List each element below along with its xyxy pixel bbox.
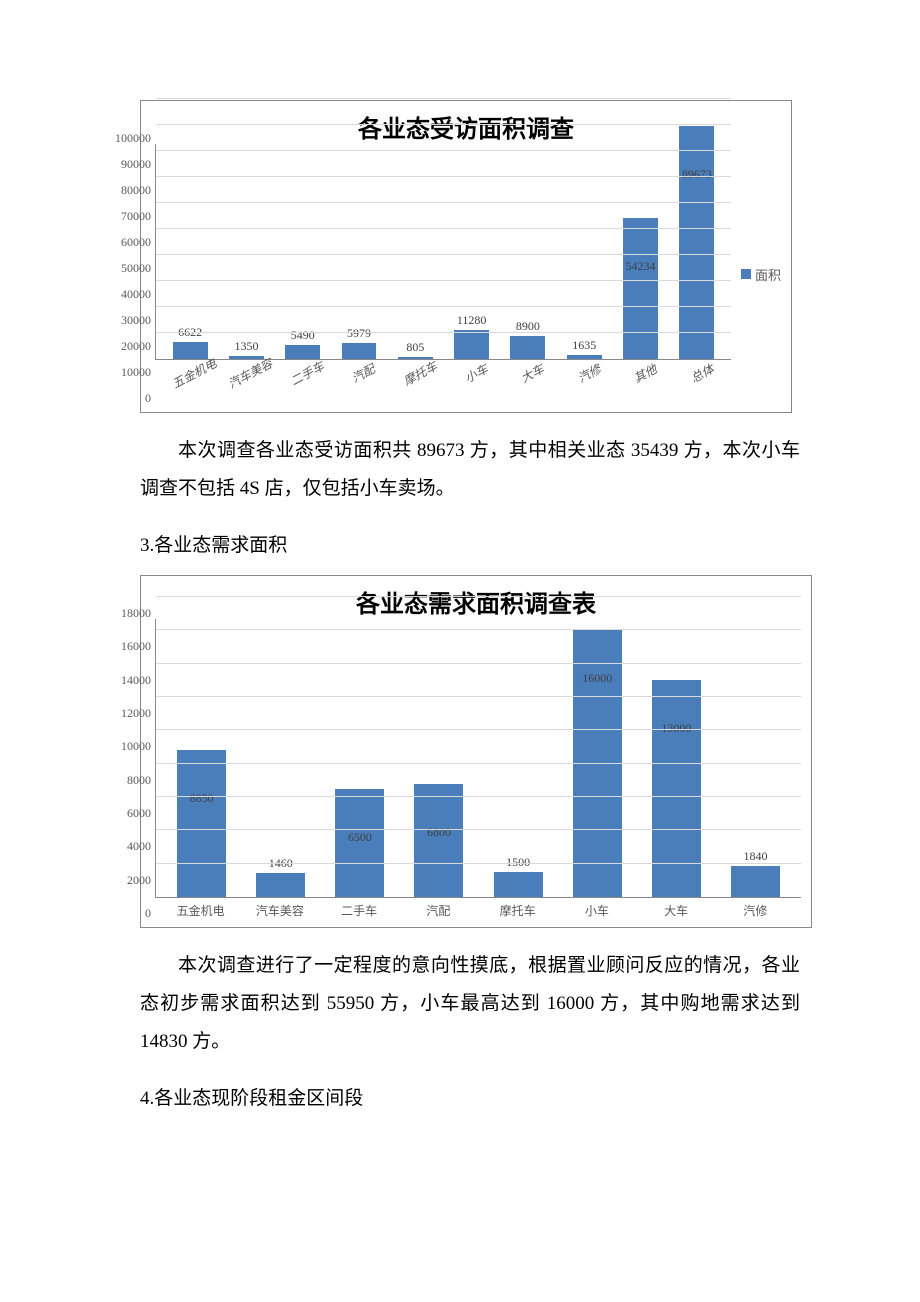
- x-axis-label: 二手车: [320, 902, 399, 919]
- x-axis-label: 汽修: [716, 902, 795, 919]
- chart1-plot-area: 6622135054905979805112808900163554234896…: [155, 144, 731, 360]
- x-axis-label: 汽车美容: [240, 902, 319, 919]
- bar: [494, 872, 543, 897]
- x-axis-label: 大车: [637, 902, 716, 919]
- bar: [623, 218, 658, 359]
- chart2-x-axis: 五金机电汽车美容二手车汽配摩托车小车大车汽修: [155, 898, 801, 919]
- heading-3: 3.各业态需求面积: [140, 527, 800, 565]
- bar: [652, 680, 701, 897]
- legend-label: 面积: [755, 265, 781, 284]
- chart2-title: 各业态需求面积调查表: [151, 584, 801, 619]
- bar-column: 16000: [558, 630, 637, 897]
- bar: [454, 330, 489, 359]
- bar-column: 89673: [669, 126, 725, 359]
- bar-value-label: 8850: [190, 791, 214, 806]
- x-axis-label: 五金机电: [161, 902, 240, 919]
- bar: [573, 630, 622, 897]
- bar-value-label: 805: [406, 340, 424, 355]
- legend-swatch: [741, 269, 751, 279]
- paragraph-2: 本次调查进行了一定程度的意向性摸底，根据置业顾问反应的情况，各业态初步需求面积达…: [140, 947, 800, 1061]
- bar-column: 6500: [320, 789, 399, 897]
- bar: [731, 866, 780, 897]
- heading-4: 4.各业态现阶段租金区间段: [140, 1080, 800, 1118]
- bar: [510, 336, 545, 359]
- document-page: 各业态受访面积调查 010000200003000040000500006000…: [0, 0, 920, 1188]
- chart-demand-survey: 各业态需求面积调查表 02000400060008000100001200014…: [140, 575, 812, 928]
- bar-value-label: 16000: [582, 671, 612, 686]
- bar-value-label: 1350: [234, 339, 258, 354]
- bar: [256, 873, 305, 897]
- bar-value-label: 89673: [682, 167, 712, 182]
- bar-column: 1460: [241, 873, 320, 897]
- x-axis-label: 摩托车: [478, 902, 557, 919]
- chart1-x-axis: 五金机电汽车美容二手车汽配摩托车小车大车汽修其他总体: [155, 360, 731, 404]
- chart2-plot-area: 8850 1460 6500 6800 1500 16000 130001840: [155, 619, 801, 898]
- bar-value-label: 5490: [291, 328, 315, 343]
- bar-value-label: 6800: [427, 825, 451, 840]
- bar-column: 1500: [479, 872, 558, 897]
- bar-column: 54234: [612, 218, 668, 359]
- bar-column: 13000: [637, 680, 716, 897]
- bar-value-label: 5979: [347, 326, 371, 341]
- bar: [177, 750, 226, 898]
- x-axis-label: 汽配: [399, 902, 478, 919]
- bar-value-label: 6500: [348, 830, 372, 845]
- bar: [414, 784, 463, 897]
- bar-value-label: 54234: [626, 259, 656, 274]
- x-axis-label: 小车: [557, 902, 636, 919]
- bar: [679, 126, 714, 359]
- bar-column: 8850: [162, 750, 241, 898]
- bar-value-label: 11280: [457, 313, 487, 328]
- paragraph-1: 本次调查各业态受访面积共 89673 方，其中相关业态 35439 方，本次小车…: [140, 432, 800, 508]
- chart1-legend: 面积: [731, 144, 781, 404]
- chart-area-survey: 各业态受访面积调查 010000200003000040000500006000…: [140, 100, 792, 413]
- bar-value-label: 1635: [572, 338, 596, 353]
- bar-column: 1840: [716, 866, 795, 897]
- bar-column: 6800: [399, 784, 478, 897]
